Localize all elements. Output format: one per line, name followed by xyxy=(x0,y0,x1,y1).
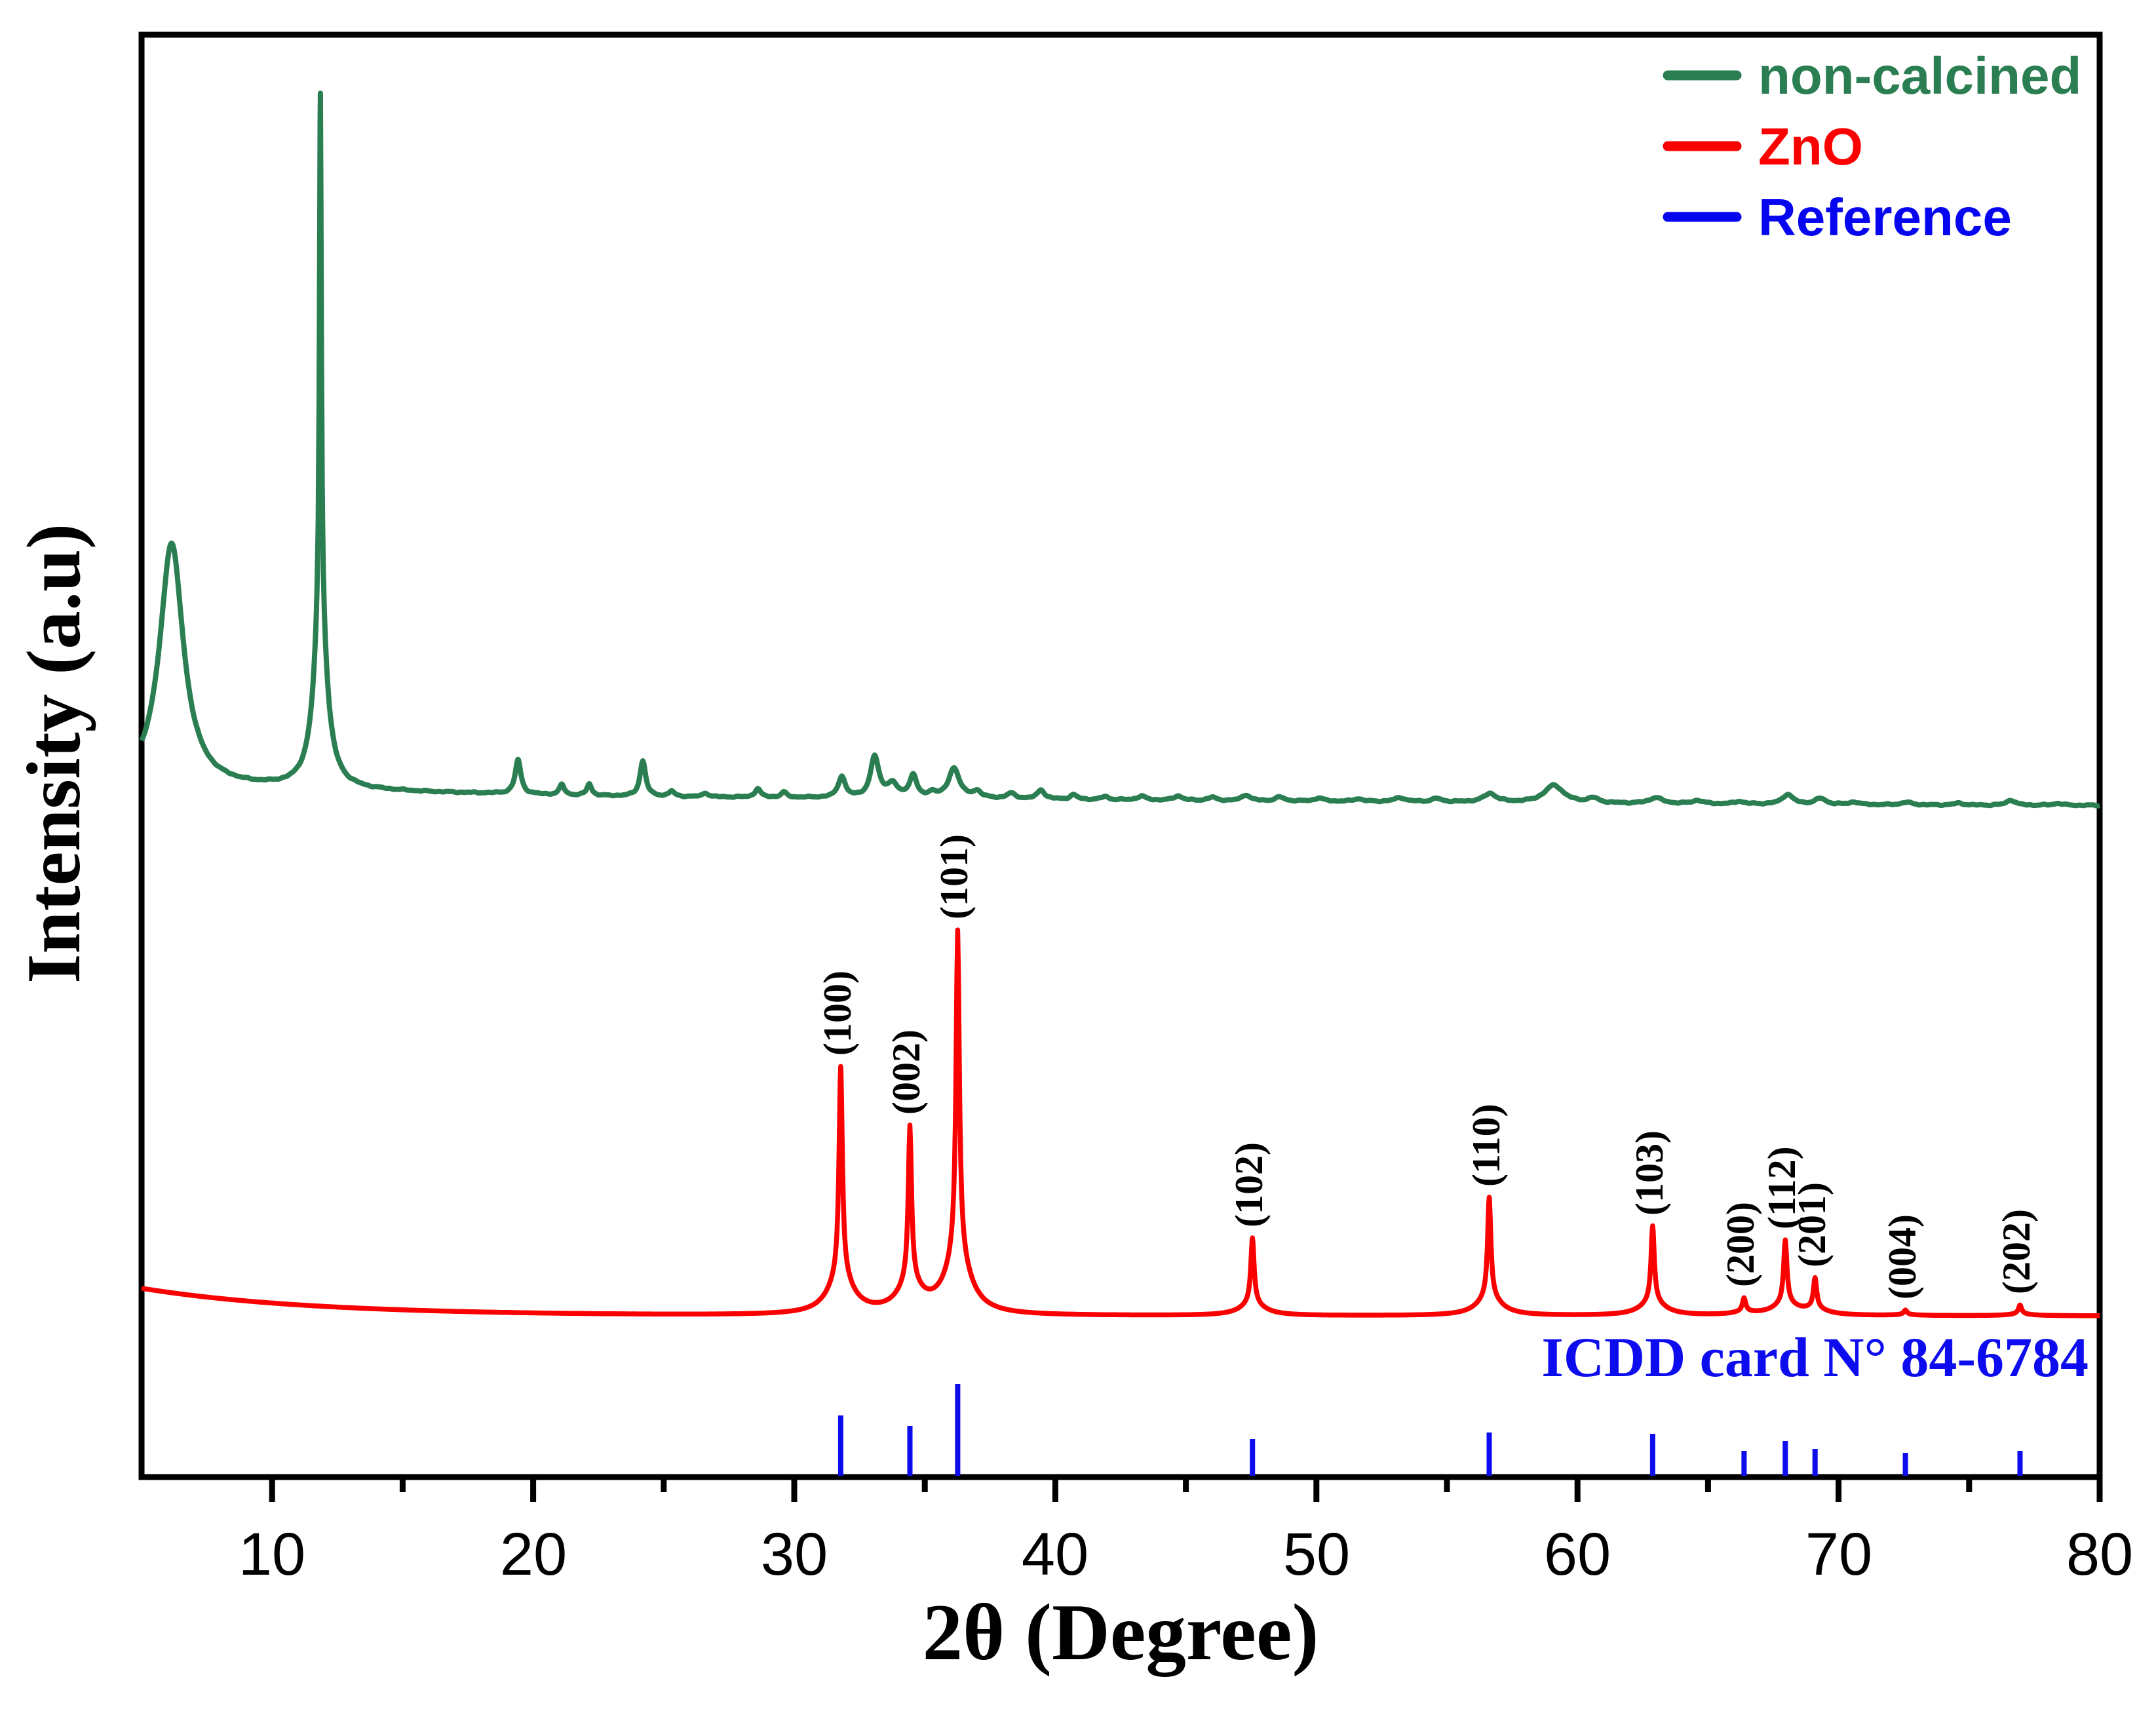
svg-text:(002): (002) xyxy=(885,1029,928,1115)
svg-text:20: 20 xyxy=(500,1521,567,1588)
svg-text:(201): (201) xyxy=(1790,1182,1834,1267)
svg-text:ZnO: ZnO xyxy=(1758,117,1863,176)
svg-text:Intensity (a.u): Intensity (a.u) xyxy=(12,524,96,984)
svg-text:50: 50 xyxy=(1283,1521,1350,1588)
svg-text:(200): (200) xyxy=(1719,1202,1762,1287)
svg-text:(202): (202) xyxy=(1995,1209,2038,1294)
svg-text:40: 40 xyxy=(1022,1521,1088,1588)
svg-text:(004): (004) xyxy=(1881,1214,1924,1299)
svg-text:(103): (103) xyxy=(1628,1130,1671,1216)
svg-text:10: 10 xyxy=(239,1521,305,1588)
svg-text:(102): (102) xyxy=(1227,1142,1271,1227)
svg-text:2θ (Degree): 2θ (Degree) xyxy=(923,1587,1319,1677)
svg-text:30: 30 xyxy=(761,1521,828,1588)
svg-text:(101): (101) xyxy=(933,834,976,919)
svg-text:non-calcined: non-calcined xyxy=(1758,47,2081,105)
svg-text:80: 80 xyxy=(2066,1521,2133,1588)
svg-text:(110): (110) xyxy=(1465,1104,1508,1187)
svg-text:70: 70 xyxy=(1805,1521,1872,1588)
svg-text:(100): (100) xyxy=(816,971,859,1056)
svg-text:60: 60 xyxy=(1544,1521,1611,1588)
svg-text:ICDD card N° 84-6784: ICDD card N° 84-6784 xyxy=(1541,1326,2089,1389)
svg-text:(112): (112) xyxy=(1760,1146,1803,1229)
svg-text:Reference: Reference xyxy=(1758,188,2012,246)
